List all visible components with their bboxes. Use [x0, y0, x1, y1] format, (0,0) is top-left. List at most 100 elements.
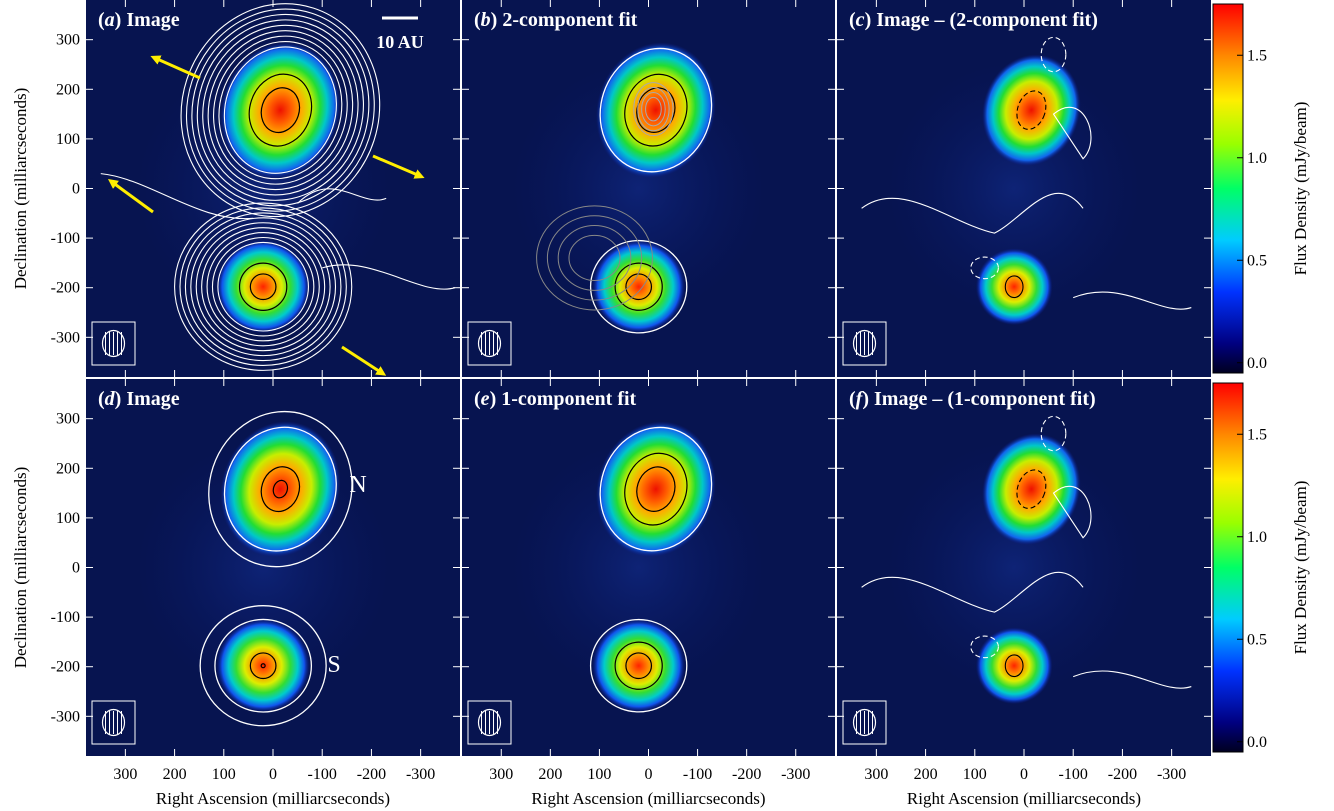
- south-black-contour: [614, 641, 663, 690]
- panel-title: (d) Image: [98, 388, 180, 410]
- colorbar-tick-label: 0.0: [1247, 355, 1267, 372]
- panel-title-text: Image – (2-component fit): [876, 9, 1098, 31]
- south-white-contour: [190, 217, 337, 357]
- colorbar-tick-label: 0.0: [1247, 734, 1267, 751]
- north-source-label: N: [349, 472, 366, 498]
- beam-ellipse: [101, 329, 126, 358]
- south-white-contour: [589, 618, 688, 713]
- panel-title-text: Image – (1-component fit): [874, 388, 1096, 410]
- beam-box: [842, 700, 887, 745]
- x-tick-label: 300: [864, 766, 888, 783]
- x-tick-label: 100: [587, 766, 611, 783]
- panel-letter: a: [105, 9, 115, 31]
- south-source-emission: [592, 240, 686, 334]
- north-black-contour: [624, 73, 688, 147]
- south-white-contour: [199, 605, 327, 727]
- panel-title-paren: (: [474, 388, 481, 410]
- south-source-label: S: [327, 652, 340, 678]
- x-tick-label: 100: [963, 766, 987, 783]
- south-black-contour: [238, 262, 288, 311]
- south-white-contour: [179, 207, 347, 367]
- panel-c: (c) Image – (2-component fit): [837, 0, 1211, 377]
- residual-negative-contour: [1040, 415, 1067, 452]
- north-white-contour: [223, 426, 337, 552]
- x-tick-label: 300: [489, 766, 513, 783]
- panel-d: (d) Image N S: [86, 379, 460, 756]
- panel-title-paren: (: [98, 388, 105, 410]
- panel-letter: e: [481, 388, 490, 410]
- colorbar-tick-label: 1.0: [1247, 529, 1267, 546]
- beam-box: [91, 700, 136, 745]
- x-tick-label: -100: [1059, 766, 1088, 783]
- north-white-contour: [202, 24, 359, 196]
- beam-box: [467, 321, 512, 366]
- colorbar-tick-label: 1.5: [1247, 47, 1267, 64]
- x-tick-label: -100: [683, 766, 712, 783]
- beam-box: [91, 321, 136, 366]
- beam-box: [467, 700, 512, 745]
- beam-ellipse: [852, 329, 877, 358]
- fit-component-contour: [645, 96, 662, 122]
- y-tick-label: 100: [56, 510, 80, 527]
- north-white-contour: [218, 40, 343, 180]
- north-white-contour: [223, 46, 337, 174]
- panel-title-text: Image: [126, 388, 179, 410]
- y-tick-label: -200: [51, 280, 80, 297]
- south-source-emission: [216, 239, 310, 334]
- x-tick-label: 200: [914, 766, 938, 783]
- south-white-contour: [206, 232, 320, 342]
- panel-title: (a) Image: [98, 9, 180, 31]
- x-tick-label: -200: [1108, 766, 1137, 783]
- y-axis-label: Declination (milliarcseconds): [11, 467, 30, 669]
- panel-title: (c) Image – (2-component fit): [849, 9, 1098, 31]
- south-black-contour: [249, 273, 277, 301]
- fit-component-contour: [546, 215, 643, 301]
- scale-bar-label: 10 AU: [376, 32, 424, 52]
- south-black-contour: [625, 652, 653, 680]
- north-source-emission: [220, 42, 341, 179]
- north-white-contour: [196, 19, 364, 201]
- panel-title-paren: (: [849, 388, 856, 410]
- fit-component-contour: [633, 82, 674, 137]
- fit-component-contour: [557, 225, 632, 291]
- residual-positive-contour: [861, 106, 1192, 310]
- panel-letter: c: [856, 9, 865, 31]
- north-black-contour: [248, 73, 313, 147]
- colorbar-label: Flux Density (mJy/beam): [1291, 102, 1310, 276]
- outflow-arrow: [150, 55, 201, 80]
- south-source-emission: [975, 627, 1053, 705]
- outflow-arrow: [107, 179, 154, 214]
- background-emission: [886, 60, 1143, 317]
- north-source-emission: [982, 54, 1081, 166]
- north-source-emission: [982, 433, 1081, 545]
- panel-title-text: Image: [126, 9, 179, 31]
- panel-e: (e) 1-component fit: [462, 379, 835, 756]
- colorbar-tick-label: 1.5: [1247, 426, 1267, 443]
- south-white-contour: [211, 236, 315, 337]
- north-black-contour: [636, 466, 676, 512]
- beam-ellipse: [852, 708, 877, 737]
- y-tick-label: -300: [51, 708, 80, 725]
- residual-negative-contour: [1040, 36, 1067, 73]
- background-emission: [886, 439, 1143, 696]
- y-tick-label: 200: [56, 81, 80, 98]
- colorbar: [1212, 3, 1244, 374]
- residual-positive-contour: [861, 485, 1192, 689]
- south-white-contour: [217, 241, 309, 332]
- fit-component-contour: [641, 91, 666, 127]
- panel-title-text: 1-component fit: [501, 388, 636, 410]
- panel-title-paren: ): [115, 9, 127, 31]
- south-source-emission: [216, 618, 310, 713]
- south-black-contour: [249, 652, 277, 680]
- y-tick-label: 100: [56, 131, 80, 148]
- north-source-emission: [595, 42, 716, 178]
- north-white-contour: [599, 47, 713, 173]
- colorbar-tick-label: 0.5: [1247, 252, 1267, 269]
- x-axis-label: Right Ascension (milliarcseconds): [907, 789, 1141, 808]
- south-white-contour: [589, 239, 688, 334]
- x-tick-label: -200: [357, 766, 386, 783]
- panel-f: (f) Image – (1-component fit): [837, 379, 1211, 756]
- panel-letter: b: [481, 9, 491, 31]
- x-axis-label: Right Ascension (milliarcseconds): [531, 789, 765, 808]
